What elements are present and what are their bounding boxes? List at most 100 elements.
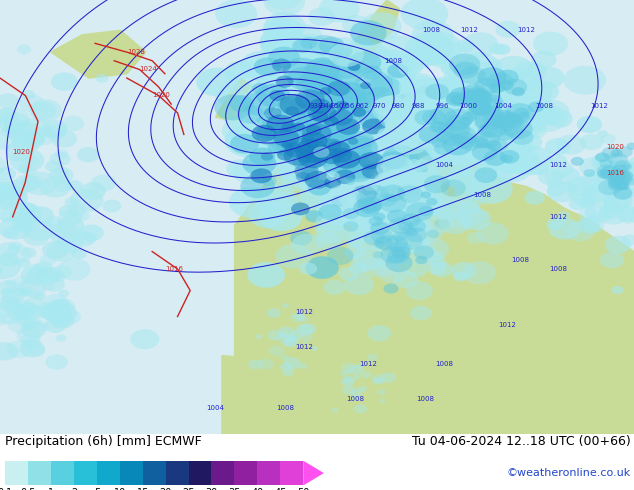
Text: 1016: 1016 — [165, 266, 183, 272]
Text: 0.1: 0.1 — [0, 488, 13, 490]
Circle shape — [439, 212, 472, 234]
Circle shape — [264, 37, 311, 69]
Circle shape — [375, 35, 422, 67]
Circle shape — [350, 92, 380, 113]
Circle shape — [346, 225, 384, 251]
Circle shape — [278, 136, 329, 171]
Circle shape — [503, 118, 534, 139]
Circle shape — [17, 278, 46, 298]
Circle shape — [488, 91, 529, 119]
Circle shape — [44, 124, 67, 140]
Circle shape — [280, 89, 302, 104]
Circle shape — [273, 146, 312, 172]
Circle shape — [602, 202, 613, 210]
Circle shape — [316, 193, 363, 225]
Circle shape — [49, 313, 72, 328]
Circle shape — [283, 101, 306, 117]
Circle shape — [342, 204, 359, 216]
Circle shape — [285, 106, 299, 116]
Circle shape — [343, 105, 377, 128]
Circle shape — [407, 79, 449, 107]
Circle shape — [278, 332, 287, 338]
Circle shape — [473, 100, 510, 126]
Circle shape — [302, 83, 325, 98]
Circle shape — [253, 152, 288, 176]
Circle shape — [495, 44, 510, 55]
Circle shape — [285, 154, 312, 172]
Circle shape — [0, 178, 14, 202]
Circle shape — [449, 114, 486, 139]
Circle shape — [0, 108, 17, 123]
Circle shape — [342, 92, 368, 110]
Circle shape — [319, 204, 342, 220]
Circle shape — [448, 95, 486, 121]
Circle shape — [0, 181, 13, 200]
Circle shape — [70, 231, 94, 247]
Circle shape — [441, 128, 482, 156]
Circle shape — [351, 144, 385, 168]
Circle shape — [318, 69, 343, 86]
Circle shape — [426, 41, 468, 69]
Circle shape — [510, 129, 533, 145]
Circle shape — [289, 78, 340, 113]
Circle shape — [372, 374, 385, 384]
Circle shape — [55, 308, 73, 320]
Circle shape — [470, 136, 489, 148]
Circle shape — [438, 122, 454, 133]
Circle shape — [334, 153, 358, 170]
Circle shape — [271, 100, 318, 132]
Circle shape — [385, 243, 418, 265]
Circle shape — [322, 132, 358, 157]
Circle shape — [328, 187, 374, 219]
Circle shape — [600, 252, 624, 268]
Circle shape — [422, 109, 446, 125]
Circle shape — [517, 119, 547, 140]
Circle shape — [456, 74, 498, 102]
Circle shape — [595, 152, 609, 162]
Circle shape — [360, 82, 371, 89]
Circle shape — [393, 223, 417, 240]
Circle shape — [363, 230, 385, 245]
Text: 938: 938 — [309, 103, 323, 109]
Circle shape — [311, 118, 328, 129]
Circle shape — [620, 187, 634, 198]
Circle shape — [332, 135, 355, 150]
Circle shape — [413, 224, 432, 237]
Circle shape — [459, 117, 472, 125]
Circle shape — [276, 79, 318, 108]
Circle shape — [347, 196, 380, 219]
Circle shape — [451, 262, 476, 279]
Circle shape — [275, 45, 314, 71]
Circle shape — [259, 82, 287, 101]
Circle shape — [413, 199, 437, 216]
Circle shape — [350, 136, 399, 170]
Circle shape — [347, 131, 375, 150]
Circle shape — [358, 206, 385, 224]
Circle shape — [265, 63, 295, 83]
Circle shape — [449, 87, 476, 106]
Circle shape — [52, 228, 67, 238]
Circle shape — [389, 218, 413, 234]
Circle shape — [426, 133, 470, 163]
FancyBboxPatch shape — [257, 461, 280, 486]
Circle shape — [482, 106, 503, 121]
Circle shape — [621, 164, 630, 170]
Circle shape — [46, 300, 69, 315]
Circle shape — [328, 95, 377, 128]
Circle shape — [380, 95, 392, 104]
Circle shape — [285, 141, 301, 153]
Circle shape — [597, 164, 618, 178]
Circle shape — [35, 293, 46, 300]
Circle shape — [257, 85, 277, 98]
Circle shape — [442, 138, 483, 166]
Circle shape — [364, 181, 378, 192]
Circle shape — [257, 124, 277, 139]
Circle shape — [463, 92, 482, 104]
Circle shape — [338, 122, 387, 155]
Circle shape — [322, 71, 371, 104]
Circle shape — [0, 112, 30, 134]
Circle shape — [267, 146, 294, 163]
Circle shape — [418, 206, 434, 216]
Circle shape — [276, 124, 313, 150]
Circle shape — [340, 61, 385, 91]
